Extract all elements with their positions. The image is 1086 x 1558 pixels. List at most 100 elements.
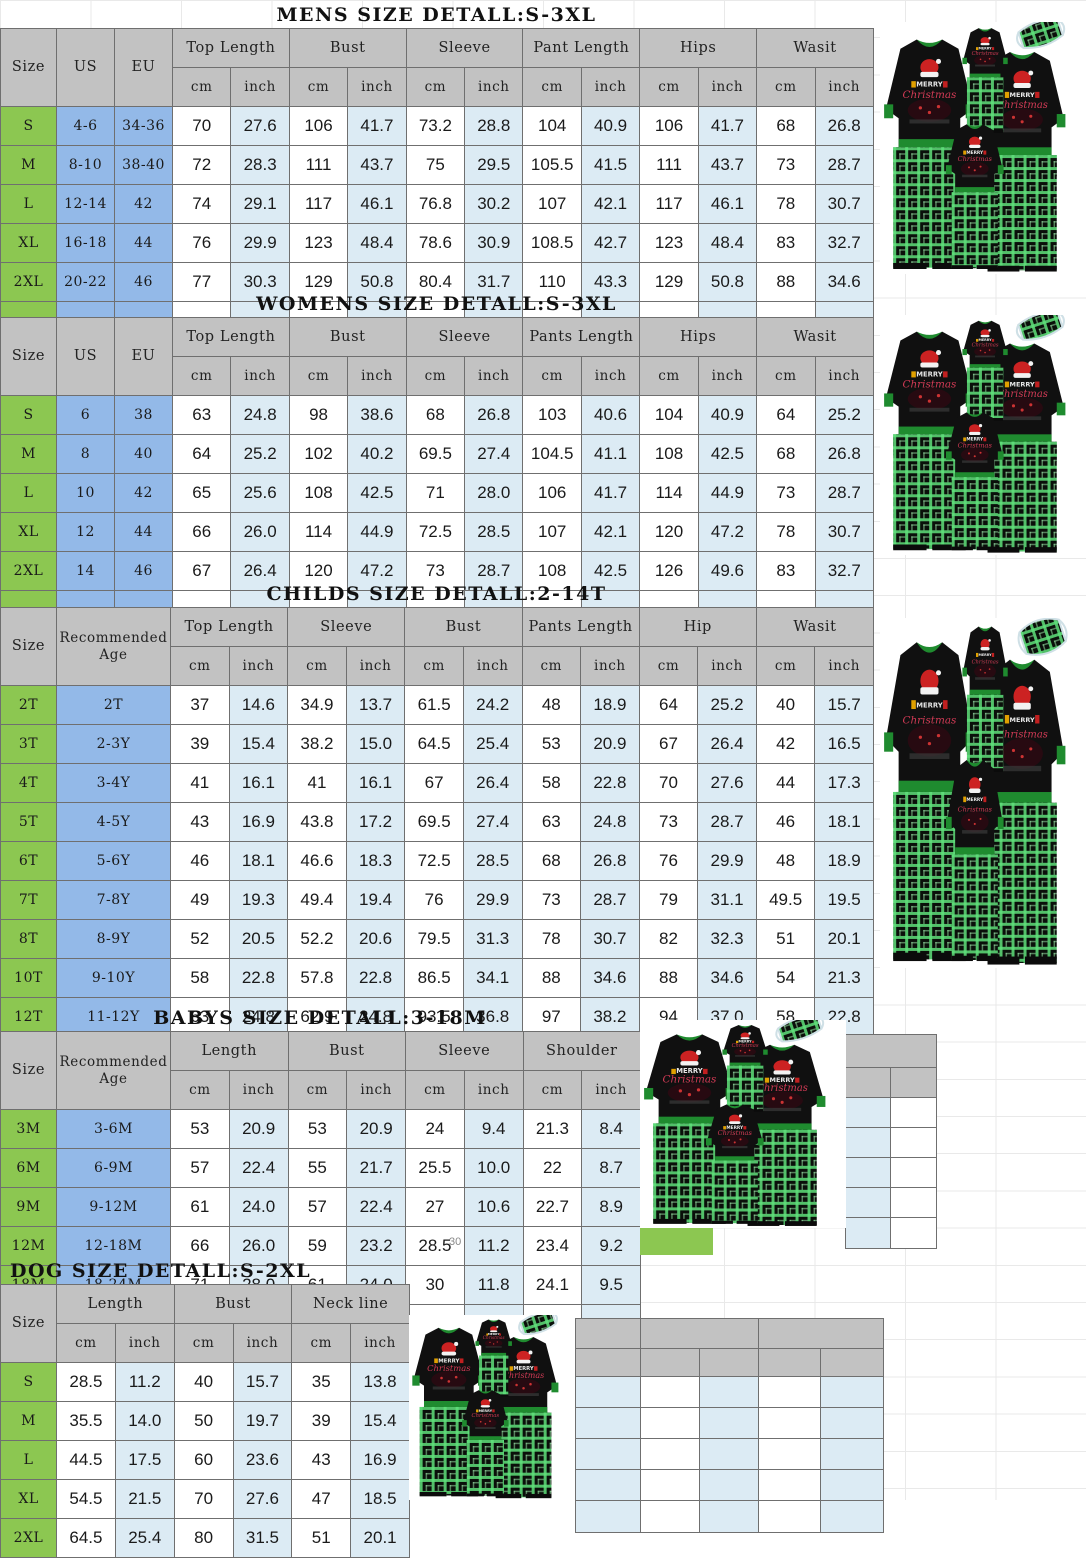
measurement-cell: 31.1: [697, 880, 757, 920]
measurement-cell: 126: [639, 551, 699, 591]
pajama-figure: MERRY Christmas: [945, 412, 1004, 551]
measurement-cell: 67: [404, 763, 464, 803]
group-header-bust: Bust: [288, 317, 407, 357]
measurement-cell: 16.1: [228, 763, 289, 803]
table-row: 10T 9-10Y 58 22.8 57.8 22.8 86.5 34.1 88 34.6 88 34…: [0, 958, 875, 998]
empty-grid-cell: [820, 1376, 884, 1409]
table-row: 12M 12-18M 66 26.0 59 23.2 28.5 11.2 23.4 9.2: [0, 1226, 642, 1266]
measurement-cell: 63: [170, 997, 230, 1037]
measurement-cell: 18.5: [350, 1479, 411, 1519]
mens-table-caption: MENS SIZE DETALL:S-3XL: [276, 4, 597, 26]
pajama-figure: MERRY Christmas: [945, 124, 1004, 269]
svg-text:Christmas: Christmas: [958, 155, 993, 163]
measurement-cell: 31.5: [232, 1518, 293, 1558]
measurement-cell: 48.4: [697, 223, 758, 263]
group-header-bust: Bust: [173, 1284, 293, 1324]
measurement-cell: 51: [755, 919, 816, 959]
measurement-cell: 30.7: [814, 512, 874, 552]
measurement-cell: 82: [638, 919, 699, 959]
row-size-label: M: [0, 434, 57, 474]
measurement-cell: 24.0: [228, 1187, 289, 1227]
measurement-cell: 41.5: [580, 145, 641, 185]
svg-text:Christmas: Christmas: [472, 1413, 500, 1419]
svg-text:MERRY: MERRY: [966, 150, 984, 156]
table-row: L 44.5 17.5 60 23.6 43 16.9: [0, 1440, 411, 1480]
measurement-cell: 42.5: [697, 434, 758, 474]
row-recommended-age: 2T: [56, 685, 171, 725]
empty-grid-cell: [758, 1469, 822, 1502]
svg-text:Christmas: Christmas: [958, 805, 993, 813]
unit-header-inch: inch: [814, 356, 874, 396]
row-us-size: 20-22: [56, 262, 115, 302]
unit-header-cm: cm: [173, 1323, 234, 1363]
dog-filler-sub-e: [820, 1348, 884, 1378]
measurement-cell: 13.8: [350, 1362, 411, 1402]
unit-header-cm: cm: [405, 356, 466, 396]
measurement-cell: 79.5: [404, 919, 464, 959]
svg-text:MERRY: MERRY: [978, 338, 992, 342]
measurement-cell: 26.4: [230, 551, 290, 591]
row-us-size: 12: [56, 512, 115, 552]
table-row: XL 54.5 21.5 70 27.6 47 18.5: [0, 1479, 411, 1519]
table-row: 8T 8-9Y 52 20.5 52.2 20.6 79.5 31.3 78 30.7 82 32.3…: [0, 919, 875, 959]
svg-text:MERRY: MERRY: [438, 1358, 460, 1364]
measurement-cell: 26.0: [230, 512, 290, 552]
measurement-cell: 28.7: [580, 880, 640, 920]
mens-size-table-block: MENS SIZE DETALL:S-3XL Size US EU Top Lengt…: [0, 2, 874, 341]
measurement-cell: 24: [405, 1109, 465, 1149]
group-header-top-length: Top Length: [172, 28, 290, 68]
measurement-cell: 27: [405, 1187, 465, 1227]
unit-header-cm: cm: [288, 356, 349, 396]
col-header-eu: EU: [114, 28, 173, 107]
matching-face-mask: [518, 1315, 558, 1336]
measurement-cell: 67: [638, 724, 699, 764]
measurement-cell: 35.5: [56, 1401, 116, 1441]
row-recommended-age: 12-18M: [56, 1226, 171, 1266]
table-row: 2T 2T 37 14.6 34.9 13.7 61.5 24.2 48 18.9 64 25.2 40…: [0, 685, 875, 725]
measurement-cell: 29.1: [230, 184, 290, 224]
svg-text:Christmas: Christmas: [427, 1363, 471, 1373]
measurement-cell: 16.9: [228, 802, 289, 842]
dog-filler-sub-a: [575, 1348, 642, 1378]
measurement-cell: 48: [521, 685, 582, 725]
measurement-cell: 25.6: [230, 473, 290, 513]
measurement-cell: 64: [756, 395, 816, 435]
dog-size-table-block: DOG SIZE DETALL:S-2XL Size Length Bust Neck…: [0, 1258, 411, 1558]
measurement-cell: 30.7: [814, 184, 874, 224]
group-header-bust: Bust: [288, 28, 407, 68]
measurement-cell: 129: [288, 262, 349, 302]
measurement-cell: 44.9: [347, 512, 407, 552]
group-header-top-length: Top Length: [172, 317, 290, 357]
measurement-cell: 17.5: [114, 1440, 175, 1480]
row-size-label: 6M: [0, 1148, 57, 1188]
pajama-figure: MERRY Christmas: [412, 1327, 486, 1497]
row-eu-size: 44: [114, 223, 173, 263]
measurement-cell: 58: [521, 763, 582, 803]
measurement-cell: 36.8: [462, 997, 523, 1037]
row-recommended-age: 5-6Y: [56, 841, 171, 881]
row-size-label: S: [0, 106, 57, 146]
measurement-cell: 39: [291, 1401, 352, 1441]
measurement-cell: 64: [171, 434, 232, 474]
pajama-figure: MERRY Christmas: [884, 331, 975, 551]
row-size-label: 2T: [0, 685, 57, 725]
row-eu-size: 38-40: [114, 145, 173, 185]
row-us-size: 12-14: [56, 184, 115, 224]
row-recommended-age: 9-10Y: [56, 958, 171, 998]
measurement-cell: 40.9: [697, 395, 758, 435]
row-recommended-age: 6-9M: [56, 1148, 171, 1188]
product-image-mens: MERRY Christmas MERRY Christmas: [880, 22, 1086, 274]
row-size-label: 8T: [0, 919, 57, 959]
measurement-cell: 21.5: [114, 1479, 175, 1519]
row-recommended-age: 2-3Y: [56, 724, 171, 764]
empty-grid-cell: [758, 1376, 822, 1409]
measurement-cell: 28.7: [697, 802, 757, 842]
table-row: 7T 7-8Y 49 19.3 49.4 19.4 76 29.9 73 28.7 79 31.1 49…: [0, 880, 875, 920]
measurement-cell: 68: [756, 106, 816, 146]
measurement-cell: 28.5: [462, 841, 523, 881]
svg-text:Christmas: Christmas: [718, 1129, 753, 1137]
measurement-cell: 17.2: [345, 802, 406, 842]
group-header-bust: Bust: [287, 1031, 407, 1071]
unit-header-cm: cm: [170, 1070, 230, 1110]
measurement-cell: 18.9: [580, 685, 640, 725]
